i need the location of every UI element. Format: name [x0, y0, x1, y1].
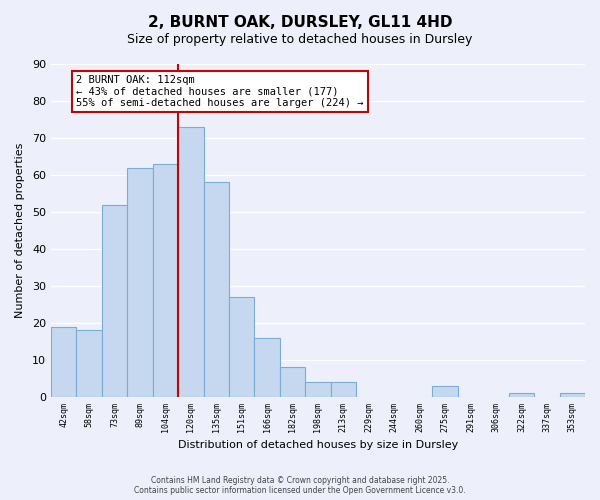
Text: Contains HM Land Registry data © Crown copyright and database right 2025.
Contai: Contains HM Land Registry data © Crown c… — [134, 476, 466, 495]
Bar — [152, 164, 178, 397]
Text: Size of property relative to detached houses in Dursley: Size of property relative to detached ho… — [127, 32, 473, 46]
Bar — [560, 393, 585, 397]
Text: 2 BURNT OAK: 112sqm
← 43% of detached houses are smaller (177)
55% of semi-detac: 2 BURNT OAK: 112sqm ← 43% of detached ho… — [76, 75, 364, 108]
Text: 2, BURNT OAK, DURSLEY, GL11 4HD: 2, BURNT OAK, DURSLEY, GL11 4HD — [148, 15, 452, 30]
Bar — [51, 326, 76, 397]
Bar — [280, 367, 305, 397]
Bar — [254, 338, 280, 397]
Bar — [509, 393, 534, 397]
Bar — [229, 297, 254, 397]
Bar — [433, 386, 458, 397]
Y-axis label: Number of detached properties: Number of detached properties — [15, 142, 25, 318]
Bar — [305, 382, 331, 397]
Bar — [178, 127, 203, 397]
Bar — [127, 168, 152, 397]
Bar — [203, 182, 229, 397]
Bar — [76, 330, 102, 397]
Bar — [102, 204, 127, 397]
Bar — [331, 382, 356, 397]
X-axis label: Distribution of detached houses by size in Dursley: Distribution of detached houses by size … — [178, 440, 458, 450]
